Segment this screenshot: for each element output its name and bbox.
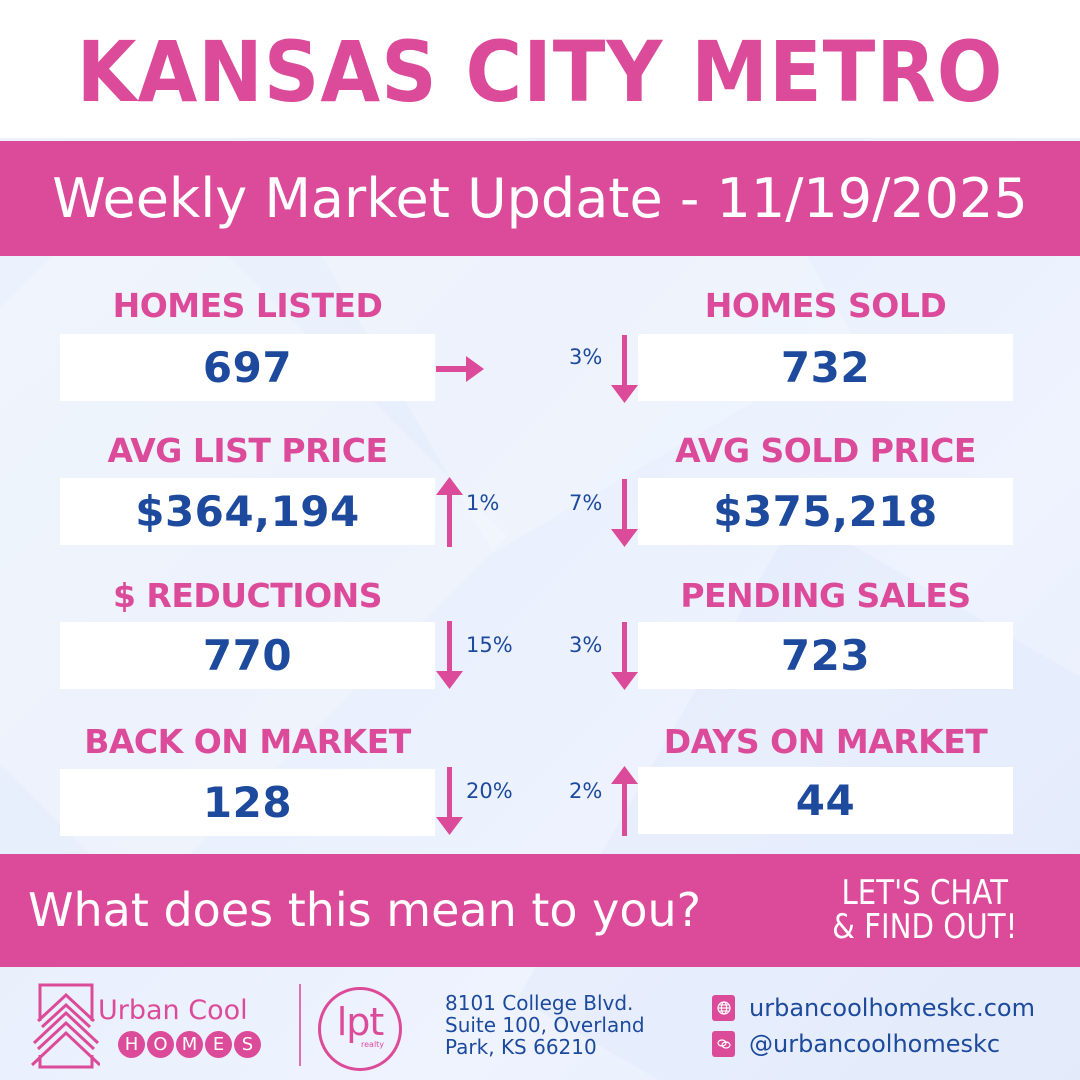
brand-letter: E [205,1031,232,1058]
reductions-change: 15% [466,633,513,657]
homes-sold-change: 3% [569,345,603,369]
office-address: 8101 College Blvd. Suite 100, Overland P… [445,992,645,1058]
lpt-text: lpt [336,1000,385,1044]
back-on-market-value: 128 [202,778,293,827]
avg-list-price-change: 1% [466,491,500,515]
back-on-market-change: 20% [466,779,513,803]
address-line-2: Suite 100, Overland [445,1013,645,1037]
reductions-value: 770 [202,631,293,680]
brand-letter: H [118,1031,145,1058]
avg-sold-price-value: $375,218 [713,487,938,536]
homes-sold-box: 732 [638,334,1013,401]
back-on-market-label: BACK ON MARKET [84,722,411,761]
house-chevrons-logo-icon [30,983,100,1069]
address-line-3: Park, KS 66210 [445,1035,597,1059]
homes-listed-box: 697 [60,334,435,401]
avg-sold-price-box: $375,218 [638,478,1013,545]
arrow-down-icon [436,767,463,835]
avg-list-price-box: $364,194 [60,478,435,545]
homes-sold-label: HOMES SOLD [704,286,947,325]
homes-listed-value: 697 [202,343,293,392]
homes-sold-value: 732 [780,343,871,392]
cta-chat: LET'S CHAT & FIND OUT! [800,876,1017,944]
days-on-market-label: DAYS ON MARKET [663,722,988,761]
subtitle-banner: Weekly Market Update - 11/19/2025 [0,141,1080,256]
arrow-right-icon [436,356,484,382]
cta-line-1: LET'S CHAT [841,873,1008,913]
lpt-sub-text: realty [361,1040,385,1049]
social-link[interactable]: @urbancoolhomeskc [712,1030,1000,1058]
brand-letter: O [147,1031,174,1058]
cta-question: What does this mean to you? [28,883,702,937]
pending-sales-box: 723 [638,622,1013,689]
avg-sold-price-label: AVG SOLD PRICE [675,431,976,470]
website-text[interactable]: urbancoolhomeskc.com [749,994,1035,1022]
avg-list-price-label: AVG LIST PRICE [107,431,388,470]
pending-sales-value: 723 [780,631,871,680]
reductions-box: 770 [60,622,435,689]
back-on-market-box: 128 [60,769,435,836]
days-on-market-change: 2% [569,779,603,803]
arrow-down-icon [611,622,638,690]
arrow-down-icon [611,479,638,547]
header-area [0,0,1080,138]
logo-divider [299,984,301,1066]
brand-letter: M [176,1031,203,1058]
pending-sales-change: 3% [569,633,603,657]
link-icon [712,1031,735,1057]
arrow-down-icon [611,335,638,403]
footer: Urban Cool H O M E S lpt realty 8101 Col… [0,967,1080,1080]
cta-line-2: & FIND OUT! [832,907,1018,947]
website-link[interactable]: urbancoolhomeskc.com [712,994,1035,1022]
globe-icon [712,995,735,1021]
brand-homes-badges: H O M E S [118,1031,261,1058]
homes-listed-label: HOMES LISTED [112,286,383,325]
cta-banner: What does this mean to you? LET'S CHAT &… [0,854,1080,967]
reductions-label: $ REDUCTIONS [112,576,383,615]
subtitle: Weekly Market Update - 11/19/2025 [52,167,1028,230]
arrow-up-icon [611,766,638,836]
arrow-down-icon [436,621,463,689]
brand-name: Urban Cool [98,995,248,1026]
address-line-1: 8101 College Blvd. [445,991,634,1015]
page-title: KANSAS CITY METRO [76,23,1004,121]
lpt-realty-logo: lpt realty [318,987,402,1071]
days-on-market-box: 44 [638,767,1013,834]
social-handle[interactable]: @urbancoolhomeskc [749,1030,1001,1058]
avg-sold-price-change: 7% [569,491,603,515]
brand-letter: S [234,1031,261,1058]
arrow-up-icon [436,477,463,547]
pending-sales-label: PENDING SALES [680,576,971,615]
avg-list-price-value: $364,194 [135,487,360,536]
days-on-market-value: 44 [795,776,856,825]
